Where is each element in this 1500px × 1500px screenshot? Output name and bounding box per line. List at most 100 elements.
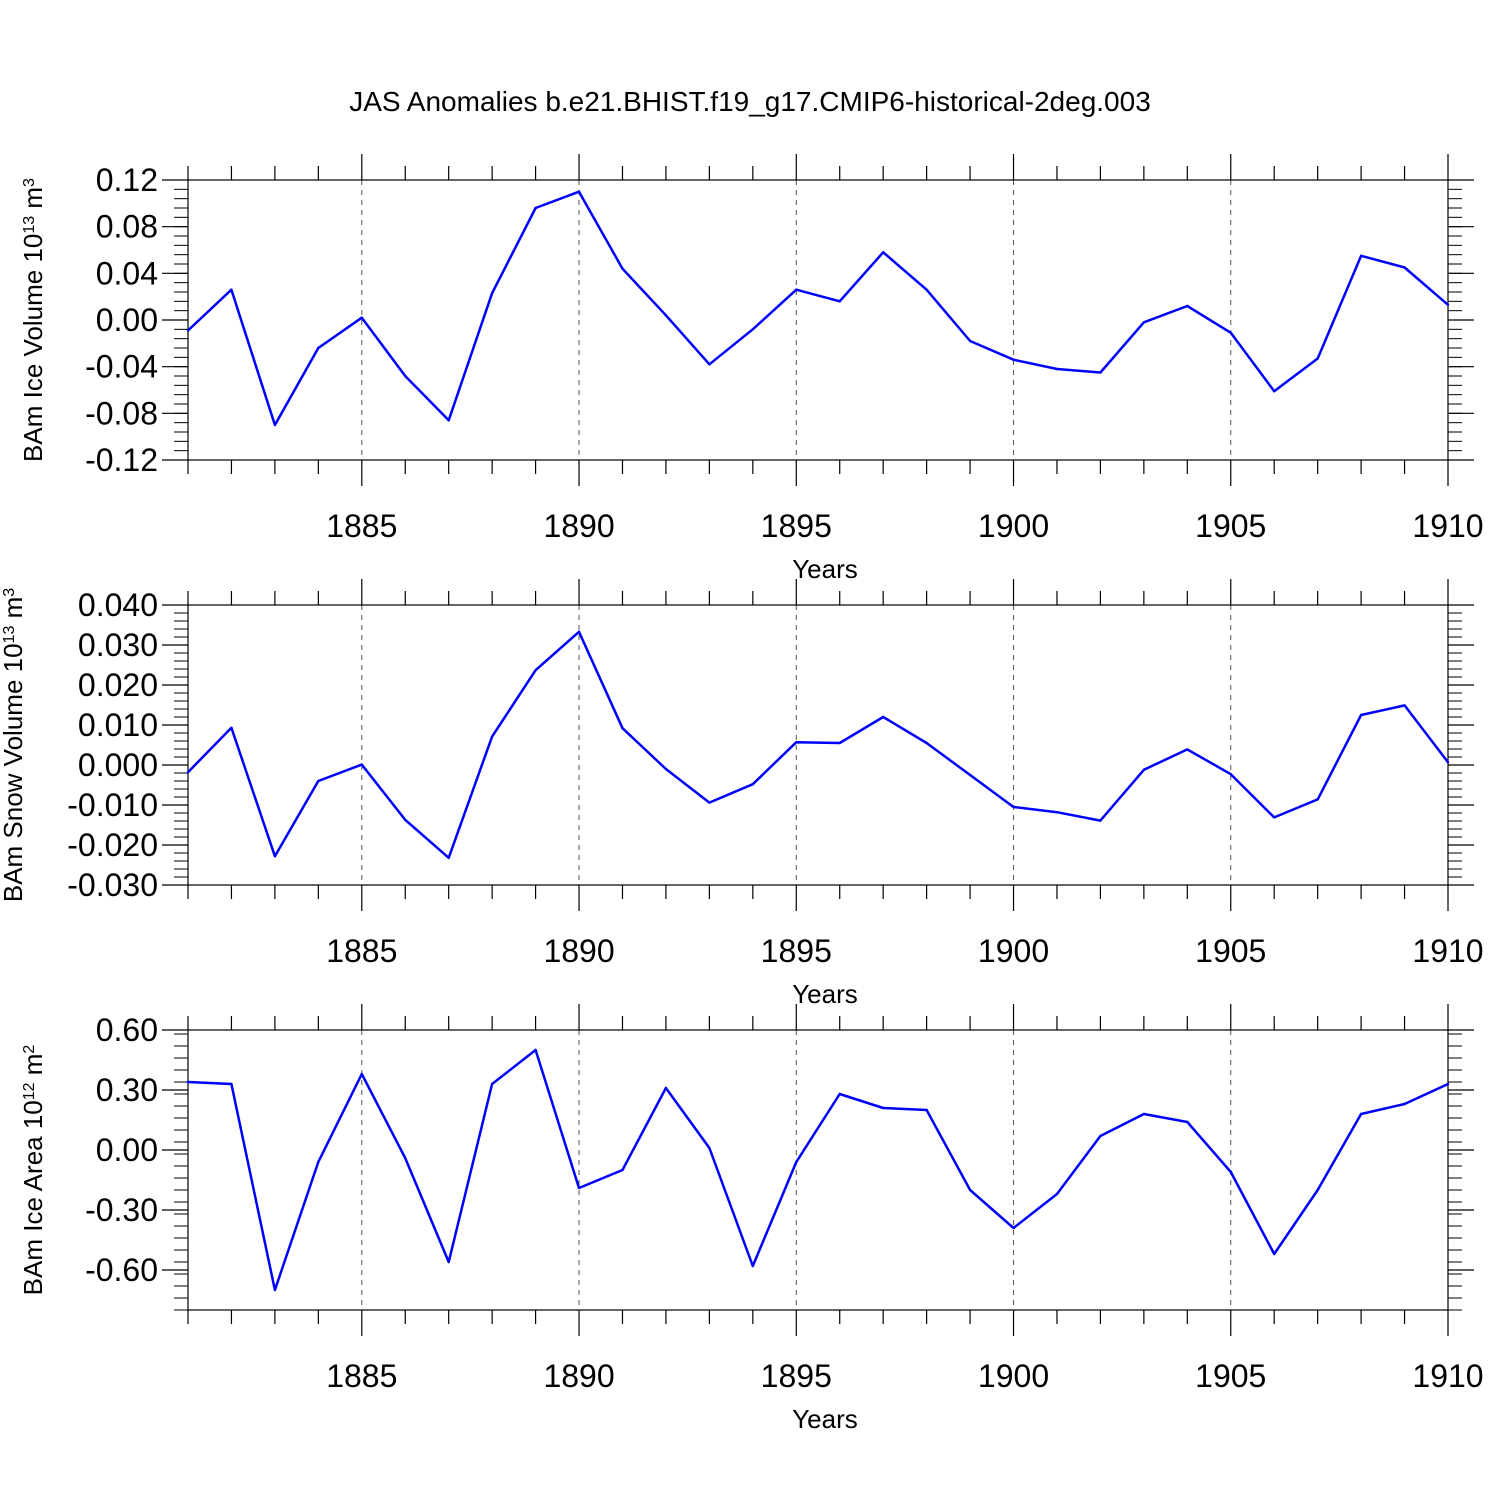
data-point [1359, 1112, 1363, 1116]
y-tick-label: 0.020 [78, 667, 158, 703]
data-point [1273, 389, 1276, 393]
data-point [577, 630, 581, 633]
data-point [447, 1260, 450, 1264]
data-point [795, 741, 798, 744]
x-tick-label: 1905 [1195, 508, 1266, 544]
data-point [664, 314, 668, 317]
x-tick-label: 1890 [543, 933, 614, 969]
series-line [187, 1048, 1449, 1292]
x-tick-label: 1900 [978, 933, 1049, 969]
data-point [490, 735, 494, 738]
data-point [1186, 304, 1189, 308]
data-point [360, 316, 363, 319]
data-point [1359, 254, 1363, 258]
data-point [708, 363, 711, 366]
data-point [838, 741, 841, 745]
data-point [1316, 357, 1319, 360]
y-axis-title: BAm Snow Volume 1013 m3 [0, 588, 28, 902]
data-point [795, 1160, 798, 1164]
data-point [490, 1082, 494, 1086]
data-point [881, 715, 885, 719]
x-tick-label: 1895 [761, 508, 832, 544]
y-tick-label: 0.60 [96, 1012, 158, 1048]
data-point [447, 856, 450, 859]
y-tick-label: 0.030 [78, 627, 158, 663]
data-point [1012, 358, 1015, 361]
y-tick-label: 0.00 [96, 302, 158, 338]
data-point [708, 801, 711, 804]
data-point [621, 1168, 624, 1172]
data-point [230, 1082, 233, 1086]
data-point [1446, 303, 1450, 307]
data-point [1316, 798, 1319, 801]
y-axis-title: BAm Ice Volume 1013 m3 [18, 178, 48, 462]
y-tick-label: -0.08 [85, 395, 158, 431]
chart-panel-2: 1885 1890 1895 1900 1905 1910 -0.030 -0.020 -0.0… [0, 579, 1484, 1009]
data-point [751, 1264, 755, 1268]
chart-panel-3: 1885 1890 1895 1900 1905 1910 -0.60 -0.30 0.00 0.… [18, 1004, 1484, 1434]
data-point [186, 771, 190, 774]
data-point [1099, 1134, 1102, 1138]
data-point [838, 300, 841, 303]
data-point [490, 291, 494, 295]
data-point [1099, 819, 1102, 822]
plot-frame [187, 1029, 1449, 1311]
y-tick-label: 0.010 [78, 707, 158, 743]
y-tick-label: -0.030 [67, 867, 158, 903]
data-point [273, 1288, 277, 1292]
data-point [273, 855, 277, 858]
data-point [1229, 331, 1232, 335]
data-point [317, 779, 320, 783]
data-point [795, 288, 798, 291]
data-point [968, 339, 972, 343]
y-tick-label: 0.04 [96, 255, 158, 291]
data-point [1099, 371, 1102, 374]
data-point [968, 773, 972, 777]
y-tick-label: 0.040 [78, 587, 158, 623]
data-point [1012, 1226, 1015, 1230]
data-point [1142, 321, 1146, 324]
data-point [925, 288, 928, 291]
data-point [1186, 748, 1189, 751]
x-tick-label: 1905 [1195, 933, 1266, 969]
y-tick-label: -0.04 [85, 349, 158, 385]
data-point [1403, 1102, 1406, 1106]
x-tick-label: 1890 [543, 1358, 614, 1394]
data-point [664, 1086, 668, 1090]
x-tick-label: 1885 [326, 508, 397, 544]
data-point [1055, 367, 1059, 371]
data-point [360, 1072, 363, 1076]
x-tick-label: 1895 [761, 933, 832, 969]
y-tick-label: 0.12 [96, 162, 158, 198]
x-tick-label: 1890 [543, 508, 614, 544]
data-point [1229, 773, 1232, 776]
y-tick-label: 0.30 [96, 1072, 158, 1108]
x-tick-label: 1910 [1412, 508, 1483, 544]
chart-title: JAS Anomalies b.e21.BHIST.f19_g17.CMIP6-… [349, 86, 1151, 117]
data-point [838, 1092, 841, 1096]
data-point [664, 767, 668, 771]
data-point [404, 374, 407, 378]
data-point [751, 783, 755, 786]
data-point [1273, 1252, 1276, 1256]
chart-panel-1: 1885 1890 1895 1900 1905 1910 -0.12 -0.08 -0.04 0… [18, 154, 1484, 584]
data-point [751, 328, 755, 331]
data-point [360, 763, 363, 766]
y-tick-label: -0.020 [67, 827, 158, 863]
data-point [881, 1106, 885, 1110]
data-point [621, 267, 624, 270]
data-point [317, 346, 320, 350]
data-point [1273, 816, 1276, 819]
data-point [1229, 1170, 1232, 1174]
series-line [187, 630, 1449, 860]
data-point [881, 251, 885, 254]
data-point [1055, 1192, 1059, 1196]
data-point [230, 726, 233, 729]
data-point [968, 1188, 972, 1192]
data-point [1403, 704, 1406, 707]
x-tick-label: 1910 [1412, 933, 1483, 969]
x-tick-label: 1900 [978, 508, 1049, 544]
data-point [317, 1160, 320, 1164]
y-tick-label: -0.12 [85, 442, 158, 478]
y-tick-label: -0.010 [67, 787, 158, 823]
